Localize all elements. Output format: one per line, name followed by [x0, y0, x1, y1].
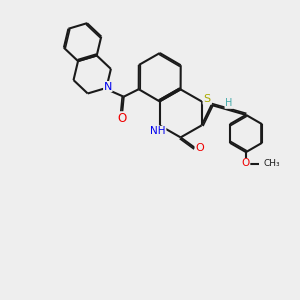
- Text: CH₃: CH₃: [264, 159, 280, 168]
- Text: O: O: [118, 112, 127, 125]
- Text: O: O: [195, 143, 204, 153]
- Text: H: H: [225, 98, 232, 108]
- Text: S: S: [203, 94, 210, 104]
- Text: N: N: [103, 82, 112, 92]
- Text: O: O: [242, 158, 250, 169]
- Text: NH: NH: [150, 126, 166, 136]
